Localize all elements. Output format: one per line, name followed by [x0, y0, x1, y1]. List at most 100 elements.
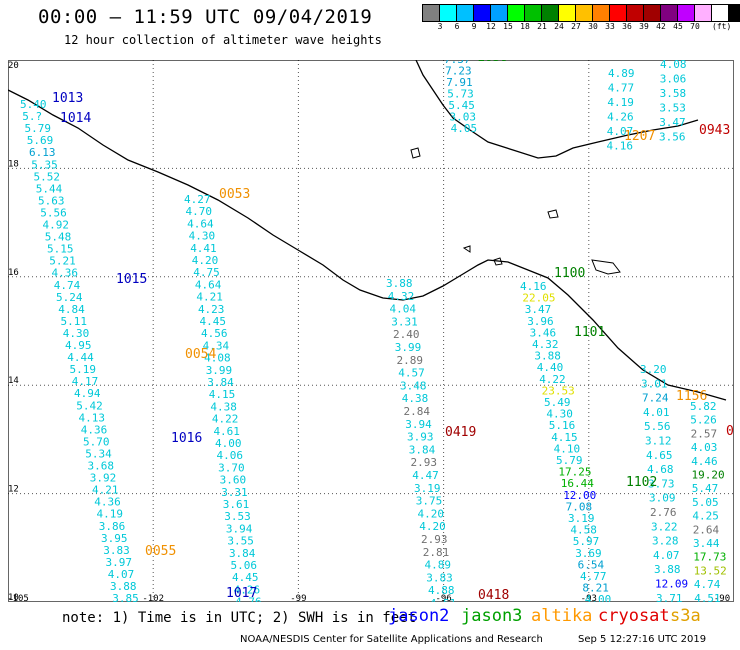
legend-cryosat: cryosat [598, 606, 670, 626]
swh-value: 2.89 [397, 354, 424, 367]
colorbar [422, 4, 740, 22]
generated-timestamp: Sep 5 12:27:16 UTC 2019 [578, 634, 707, 645]
colorbar-swatch [542, 5, 559, 21]
swh-value: 2.93 [411, 456, 438, 469]
swh-value: 5.56 [40, 206, 67, 219]
swh-value: 4.47 [412, 469, 439, 482]
map-subtitle: 12 hour collection of altimeter wave hei… [64, 33, 382, 47]
swh-value: 4.21 [196, 291, 223, 304]
swh-value: 5.45 [448, 99, 475, 112]
altimeter-tracks: 5.405.?5.795.696.135.355.525.445.635.564… [20, 60, 727, 602]
swh-value: 5.44 [36, 182, 63, 195]
swh-value: 4.45 [232, 571, 258, 584]
pass-label: 1059 [477, 60, 508, 65]
colorbar-swatch [610, 5, 627, 21]
longitude-tick-label: -93 [581, 594, 597, 602]
swh-value: 3.92 [90, 472, 117, 485]
swh-value: 4.38 [210, 400, 237, 413]
colorbar-label: 45 [673, 22, 683, 31]
swh-value: 4.08 [660, 60, 687, 71]
colorbar-label: 24 [554, 22, 564, 31]
swh-value: 17.73 [693, 551, 726, 564]
map-panel: -105 -102 -99 -96 -93 -90 20 18 16 14 12 10 5.405.?… [8, 60, 734, 602]
swh-value: 4.36 [94, 496, 121, 509]
swh-value: 4.05 [451, 122, 478, 135]
longitude-tick-label: -96 [435, 594, 451, 602]
swh-value: 4.75 [193, 266, 220, 279]
colorbar-swatch [491, 5, 508, 21]
swh-value: 5.73 [447, 88, 474, 101]
colorbar-swatch [593, 5, 610, 21]
swh-value: 5.70 [83, 435, 110, 448]
swh-value: 5.79 [556, 454, 583, 467]
colorbar-label: 27 [571, 22, 581, 31]
track-g: 4.1622.053.473.963.464.323.884.404.2223.… [520, 280, 611, 602]
colorbar-swatch [678, 5, 695, 21]
pass-label: 0054 [185, 347, 216, 362]
credit-line: NOAA/NESDIS Center for Satellite Applica… [240, 634, 543, 645]
swh-value: 13.52 [694, 564, 727, 577]
swh-value: 4.92 [43, 219, 70, 232]
swh-value: 4.25 [692, 510, 719, 523]
pass-label: 1207 [624, 129, 655, 144]
swh-value: 17.25 [558, 466, 591, 479]
colorbar-swatch [423, 5, 440, 21]
swh-value: 4.30 [189, 230, 216, 243]
swh-value: 3.85 [112, 592, 139, 602]
swh-value: 8.21 [582, 582, 609, 595]
swh-value: 3.61 [223, 498, 250, 511]
colorbar-swatch [457, 5, 474, 21]
swh-value: 4.15 [209, 388, 236, 401]
colorbar-swatch [661, 5, 678, 21]
swh-value: 4.32 [388, 290, 415, 303]
swh-value: 3.53 [224, 510, 251, 523]
swh-value: 4.40 [537, 361, 564, 374]
swh-value: 3.83 [103, 544, 130, 557]
legend-s3a: s3a [670, 606, 701, 626]
swh-value: 3.09 [649, 492, 676, 505]
swh-value: 4.58 [570, 524, 597, 537]
track-c: 3.884.324.043.312.403.992.894.573.484.38… [386, 277, 456, 602]
swh-value: 4.16 [520, 280, 547, 293]
legend-jason2: jason2 [388, 606, 450, 626]
colorbar-swatch [474, 5, 491, 21]
colorbar-unit: (ft) [712, 22, 732, 31]
graticule [8, 60, 734, 602]
swh-value: 2.64 [693, 523, 720, 536]
swh-value: 3.88 [534, 350, 561, 363]
swh-value: 4.44 [67, 351, 94, 364]
colorbar-label: 18 [520, 22, 530, 31]
colorbar-label: 12 [486, 22, 496, 31]
swh-value: 5.82 [690, 400, 717, 413]
swh-value: 4.20 [419, 520, 446, 533]
swh-value: 4.17 [72, 375, 99, 388]
swh-value: 4.22 [539, 373, 566, 386]
swh-value: 4.19 [607, 96, 634, 109]
swh-value: 4.22 [212, 413, 239, 426]
colorbar-label: 42 [656, 22, 666, 31]
swh-value: 3.86 [99, 520, 126, 533]
swh-value: 3.93 [407, 431, 434, 444]
swh-value: 3.56 [659, 131, 686, 144]
swh-value: 3.12 [645, 435, 672, 448]
swh-value: 3.83 [426, 571, 453, 584]
swh-value: 5.26 [690, 414, 717, 427]
swh-value: 3.97 [106, 556, 133, 569]
latitude-tick-label: 10 [8, 593, 19, 602]
island [547, 209, 559, 219]
swh-value: 4.19 [97, 508, 124, 521]
swh-value: 4.74 [694, 578, 721, 591]
swh-value: 3.99 [395, 341, 422, 354]
track-e: 4.89 4.774.19 4.264.07 4.16 [607, 67, 635, 153]
swh-value: 4.21 [92, 484, 119, 497]
track-f: 4.08 3.063.58 3.533.47 3.56 [659, 60, 687, 144]
latitude-tick-label: 16 [8, 268, 19, 278]
swh-value: 4.00 [215, 437, 242, 450]
swh-value: 2.93 [421, 533, 448, 546]
swh-value: 3.84 [229, 547, 256, 560]
swh-value: 22.05 [522, 292, 555, 305]
swh-value: 3.84 [409, 443, 436, 456]
swh-value: 5.16 [549, 419, 576, 432]
swh-value: 3.99 [206, 364, 233, 377]
track-d: 7.377.237.915.735.453.034.05 [444, 60, 477, 135]
